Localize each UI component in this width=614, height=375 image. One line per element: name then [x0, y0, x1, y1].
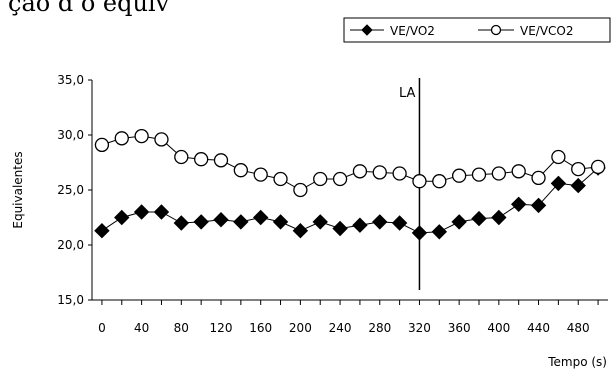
data-point: [352, 217, 368, 233]
caption-fragment: ção d o equiv: [8, 0, 170, 17]
y-tick-label: 25,0: [57, 183, 84, 197]
data-point: [273, 171, 288, 187]
legend-marker: [361, 24, 373, 36]
data-point: [411, 225, 428, 241]
data-point: [491, 166, 506, 181]
data-point: [233, 163, 248, 178]
legend-box: [343, 17, 611, 43]
data-point: [491, 209, 507, 226]
data-point: [412, 174, 427, 189]
data-point: [392, 166, 407, 181]
x-tick-label: 480: [567, 321, 590, 335]
data-point: [530, 197, 547, 214]
data-point: [292, 222, 309, 239]
y-tick-label: 15,0: [57, 293, 84, 307]
data-point: [213, 153, 229, 168]
data-point: [213, 211, 229, 228]
data-point: [590, 159, 606, 175]
x-axis-title: Tempo (s): [547, 355, 607, 369]
axes: 15,0 20,0 25,0 30,0 35,0 0 40 80 120 160 200 240 280…: [11, 73, 608, 369]
x-tick-label: 160: [249, 321, 272, 335]
x-tick-label: 320: [408, 321, 431, 335]
data-point: [153, 204, 170, 220]
data-point: [293, 182, 308, 198]
y-axis-title: Equivalentes: [11, 151, 25, 228]
data-point: [114, 131, 129, 146]
data-point: [94, 222, 110, 239]
series-ve-vco2: [94, 128, 606, 198]
x-tick-label: 360: [448, 321, 471, 335]
data-point: [432, 174, 447, 189]
x-tick-label: 80: [174, 321, 189, 335]
x-tick-label: 280: [368, 321, 391, 335]
data-point: [272, 214, 289, 230]
data-point: [173, 215, 190, 231]
data-point: [352, 164, 368, 179]
data-point: [531, 170, 546, 186]
x-tick-label: 40: [134, 321, 149, 335]
threshold-label: LA: [399, 86, 416, 101]
data-point: [134, 128, 149, 144]
data-point: [332, 220, 348, 237]
data-point: [571, 161, 586, 177]
data-point: [550, 175, 567, 192]
x-tick-label: 440: [527, 321, 550, 335]
data-point: [511, 164, 526, 179]
data-point: [194, 152, 209, 167]
data-point: [252, 209, 269, 226]
series-ve-vo2: [94, 160, 606, 241]
data-point: [312, 214, 328, 230]
data-point: [174, 149, 189, 165]
data-point: [391, 215, 408, 231]
y-tick-label: 35,0: [57, 73, 84, 87]
data-point: [471, 210, 487, 227]
data-point: [451, 214, 467, 230]
x-tick-label: 240: [329, 321, 352, 335]
legend-label: VE/VO2: [390, 24, 435, 38]
y-tick-label: 30,0: [57, 128, 84, 142]
y-tick-label: 20,0: [57, 238, 84, 252]
data-point: [114, 209, 130, 226]
data-point: [154, 132, 169, 147]
data-point: [253, 167, 268, 182]
x-tick-label: 120: [210, 321, 233, 335]
series-line: [101, 135, 599, 191]
data-point: [372, 214, 388, 230]
x-tick-label: 400: [487, 321, 510, 335]
data-point: [510, 196, 527, 213]
x-tick-label: 0: [98, 321, 106, 335]
legend-label: VE/VCO2: [520, 24, 574, 38]
x-tick-label: 200: [289, 321, 312, 335]
data-point: [431, 224, 448, 240]
legend-marker: [490, 24, 502, 36]
data-point: [233, 214, 249, 230]
data-point: [313, 171, 328, 187]
data-point: [193, 214, 209, 230]
chart-marks: LA: [94, 78, 606, 290]
data-point: [471, 167, 487, 182]
legend: VE/VO2 VE/VCO2: [343, 17, 611, 43]
data-point: [551, 149, 566, 165]
data-point: [94, 137, 110, 153]
data-point: [452, 168, 467, 183]
data-point: [372, 165, 387, 180]
data-point: [133, 204, 150, 220]
data-point: [570, 177, 586, 194]
data-point: [332, 171, 348, 187]
